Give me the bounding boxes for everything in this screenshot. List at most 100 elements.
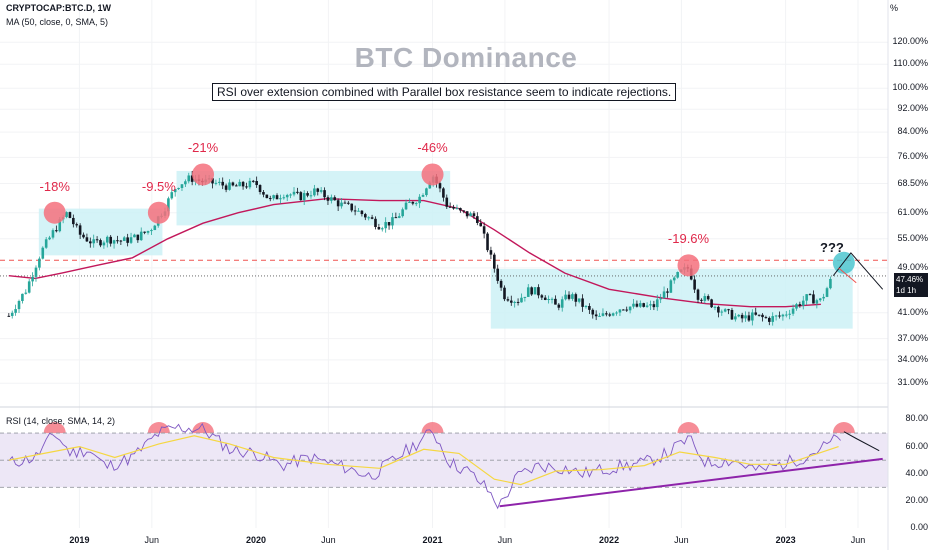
candle-body — [350, 203, 354, 211]
candle-body — [347, 202, 350, 204]
candle-body — [747, 315, 751, 321]
candle-body — [642, 303, 645, 307]
peak-drop-label: -9.5% — [141, 178, 176, 194]
candle-body — [17, 301, 21, 310]
candle-body — [676, 272, 679, 278]
price-tick-label: 34.00% — [897, 353, 928, 364]
moving-average-line — [8, 197, 821, 308]
current-price-value: 47.46% — [896, 275, 924, 284]
candle-body — [815, 300, 819, 304]
candle-body — [153, 225, 157, 231]
projection-arrows — [832, 252, 884, 290]
ma-50-path — [8, 197, 821, 308]
candle-body — [275, 195, 279, 200]
time-tick-label: 2020 — [245, 535, 266, 545]
candle-body — [543, 297, 547, 300]
candle-body — [21, 293, 24, 302]
candle-body — [343, 202, 347, 204]
candle-body — [717, 306, 720, 313]
candle-body — [706, 296, 710, 300]
candle-body — [781, 314, 785, 317]
candle-body — [791, 308, 795, 314]
candle-body — [180, 184, 184, 188]
peak-circle — [147, 201, 170, 224]
candle-body — [571, 294, 574, 299]
candle-body — [710, 299, 713, 308]
peak-drop-label: -46% — [417, 140, 448, 156]
candle-body — [245, 186, 248, 188]
candle-body — [72, 217, 75, 225]
candle-body — [482, 226, 486, 234]
candle-body — [635, 303, 639, 307]
price-tick-label: 120.00% — [892, 36, 928, 47]
candle-body — [384, 222, 387, 229]
candle-body — [411, 201, 415, 204]
candle-body — [605, 313, 608, 315]
candle-body — [89, 241, 92, 244]
candle-body — [319, 190, 323, 192]
ma-legend[interactable]: MA (50, close, 0, SMA, 5) — [6, 17, 109, 27]
candle-body — [503, 287, 506, 300]
candle-body — [594, 314, 598, 317]
candle-body — [520, 297, 523, 303]
candle-body — [418, 196, 421, 204]
candle-body — [421, 195, 425, 197]
candle-body — [808, 294, 812, 296]
candle-body — [68, 212, 72, 218]
candle-body — [734, 316, 737, 320]
price-tick-label: 55.00% — [897, 232, 928, 243]
candle-body — [408, 201, 411, 203]
candle-body — [184, 181, 187, 185]
candle-body — [48, 237, 51, 240]
rsi-legend[interactable]: RSI (14, close, SMA, 14, 2) — [6, 416, 116, 426]
rsi-support-trendline — [499, 457, 883, 508]
candle-body — [523, 296, 527, 298]
candle-body — [414, 203, 418, 205]
candle-body — [279, 198, 282, 200]
candle-body — [234, 185, 238, 187]
price-tick-label: 84.00% — [897, 126, 928, 137]
candle-body — [370, 217, 374, 219]
peak-circle — [421, 163, 444, 186]
time-tick-label: Jun — [850, 535, 866, 545]
candle-body — [764, 317, 768, 319]
candle-body — [170, 192, 174, 199]
candle-body — [459, 208, 462, 211]
candle-body — [703, 296, 707, 301]
candle-body — [509, 300, 513, 303]
symbol-label[interactable]: CRYPTOCAP:BTC.D, 1W — [6, 3, 112, 13]
candle-body — [469, 213, 472, 217]
rsi-tick-label: 80.00 — [905, 413, 928, 424]
candle-body — [24, 292, 28, 294]
candle-body — [190, 175, 194, 182]
annotation-note: RSI over extension combined with Paralle… — [212, 83, 677, 101]
candle-body — [7, 315, 11, 317]
candle-body — [754, 312, 758, 315]
peak-circle — [43, 201, 66, 224]
candle-body — [82, 234, 85, 238]
candle-body — [812, 294, 815, 304]
rsi-tick-label: 20.00 — [905, 494, 928, 505]
price-tick-label: 61.00% — [897, 206, 928, 217]
candle-body — [387, 222, 391, 226]
candle-body — [550, 298, 554, 300]
candle-body — [829, 278, 832, 289]
candle-body — [167, 198, 170, 212]
candle-body — [299, 192, 303, 201]
candle-body — [129, 237, 133, 243]
candle-body — [645, 305, 649, 307]
rsi-tick-label: 40.00 — [905, 467, 928, 478]
candle-body — [615, 312, 618, 314]
candle-body — [655, 299, 659, 308]
candle-body — [364, 214, 367, 218]
candle-body — [693, 279, 696, 290]
candle-body — [248, 180, 252, 188]
candle-body — [51, 230, 55, 238]
candle-body — [825, 288, 829, 297]
candle-body — [316, 188, 320, 192]
candle-body — [187, 175, 191, 182]
candle-body — [465, 211, 469, 217]
candle-body — [662, 291, 666, 299]
candle-body — [479, 222, 483, 227]
